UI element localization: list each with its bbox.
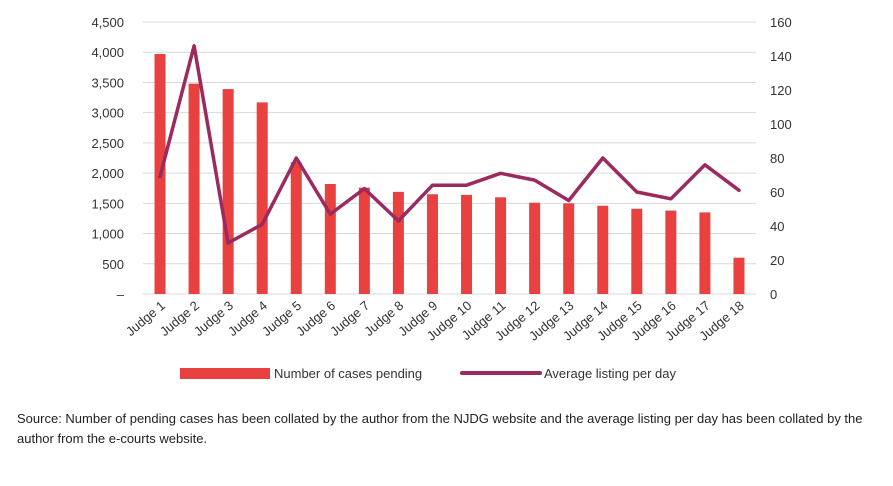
- bar-cases-pending: [426, 194, 438, 294]
- line-average-listing: [158, 44, 741, 245]
- right-axis: 160 140 120 100 80 60 40 20 0: [770, 15, 792, 302]
- right-tick-label: 100: [770, 117, 792, 132]
- left-tick-label: 1,000: [91, 227, 124, 242]
- legend-label-cases-pending: Number of cases pending: [274, 366, 422, 381]
- bar-cases-pending: [290, 162, 302, 294]
- bar-cases-pending: [256, 102, 268, 294]
- bar-cases-pending: [495, 197, 507, 294]
- left-tick-label: 500: [102, 257, 124, 272]
- bar-cases-pending: [733, 257, 745, 294]
- gridlines: [143, 21, 756, 295]
- left-tick-label: 2,500: [91, 136, 124, 151]
- legend-label-average-listing: Average listing per day: [544, 366, 677, 381]
- bar-cases-pending: [529, 202, 541, 294]
- bar-cases-pending: [563, 203, 575, 294]
- left-axis: 4,500 4,000 3,500 3,000 2,500 2,000 1,500 1,000…: [91, 15, 124, 302]
- left-tick-label: 3,500: [91, 75, 124, 90]
- left-tick-label: 2,000: [91, 166, 124, 181]
- left-tick-label: 4,000: [91, 45, 124, 60]
- bar-cases-pending: [392, 191, 404, 294]
- left-tick-label: 1,500: [91, 196, 124, 211]
- bar-cases-pending: [631, 208, 643, 294]
- right-tick-label: 20: [770, 253, 784, 268]
- right-tick-label: 120: [770, 83, 792, 98]
- right-tick-label: 160: [770, 15, 792, 30]
- right-tick-label: 80: [770, 151, 784, 166]
- line-series: [158, 44, 741, 245]
- source-note: Source: Number of pending cases has been…: [17, 411, 863, 446]
- bar-cases-pending: [324, 183, 336, 294]
- right-tick-label: 140: [770, 49, 792, 64]
- right-tick-label: 0: [770, 287, 777, 302]
- combo-chart: 4,500 4,000 3,500 3,000 2,500 2,000 1,500 1,000…: [91, 15, 792, 381]
- bar-cases-pending: [597, 205, 609, 294]
- left-tick-label-zero: –: [117, 287, 125, 302]
- right-tick-label: 60: [770, 185, 784, 200]
- bar-cases-pending: [461, 194, 473, 294]
- bar-cases-pending: [665, 210, 677, 294]
- legend: Number of cases pending Average listing …: [180, 366, 677, 381]
- right-tick-label: 40: [770, 219, 784, 234]
- bar-cases-pending: [699, 212, 711, 294]
- bar-cases-pending: [358, 187, 370, 294]
- left-tick-label: 3,000: [91, 106, 124, 121]
- left-tick-label: 4,500: [91, 15, 124, 30]
- bar-cases-pending: [222, 89, 234, 295]
- bar-cases-pending: [188, 83, 200, 294]
- bar-series: [154, 54, 745, 295]
- legend-swatch-cases-pending: [180, 368, 270, 379]
